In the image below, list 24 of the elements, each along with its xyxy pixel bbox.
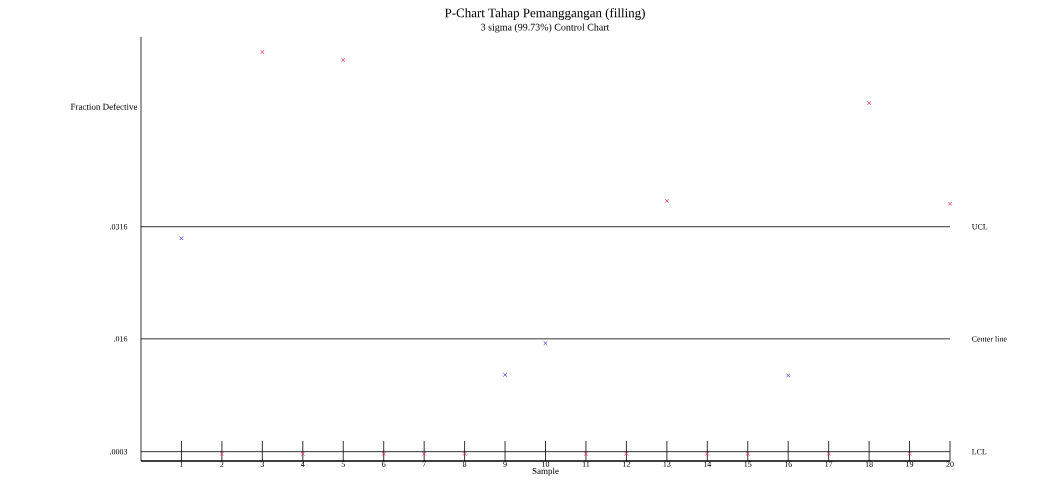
point bbox=[624, 451, 629, 456]
point bbox=[421, 451, 427, 456]
point bbox=[745, 451, 750, 456]
point bbox=[543, 340, 548, 346]
point bbox=[341, 57, 346, 63]
chart-title: P-Chart Tahap Pemanggangan (filling) bbox=[444, 8, 645, 20]
point bbox=[260, 49, 265, 55]
point bbox=[907, 451, 912, 456]
point bbox=[947, 201, 953, 206]
y-axis-title: Fraction Defective bbox=[70, 103, 138, 110]
point bbox=[664, 198, 670, 204]
point bbox=[219, 451, 225, 456]
point bbox=[381, 451, 386, 456]
point bbox=[705, 451, 710, 456]
point bbox=[826, 451, 831, 456]
chart-subtitle: 3 sigma (99.73%) Control Chart bbox=[481, 23, 610, 33]
point bbox=[300, 451, 305, 456]
point bbox=[583, 451, 589, 456]
point bbox=[462, 451, 467, 456]
point bbox=[179, 236, 184, 241]
point bbox=[502, 372, 508, 377]
x-axis-title: Sample bbox=[532, 467, 559, 476]
point bbox=[866, 100, 872, 106]
point bbox=[786, 373, 791, 378]
